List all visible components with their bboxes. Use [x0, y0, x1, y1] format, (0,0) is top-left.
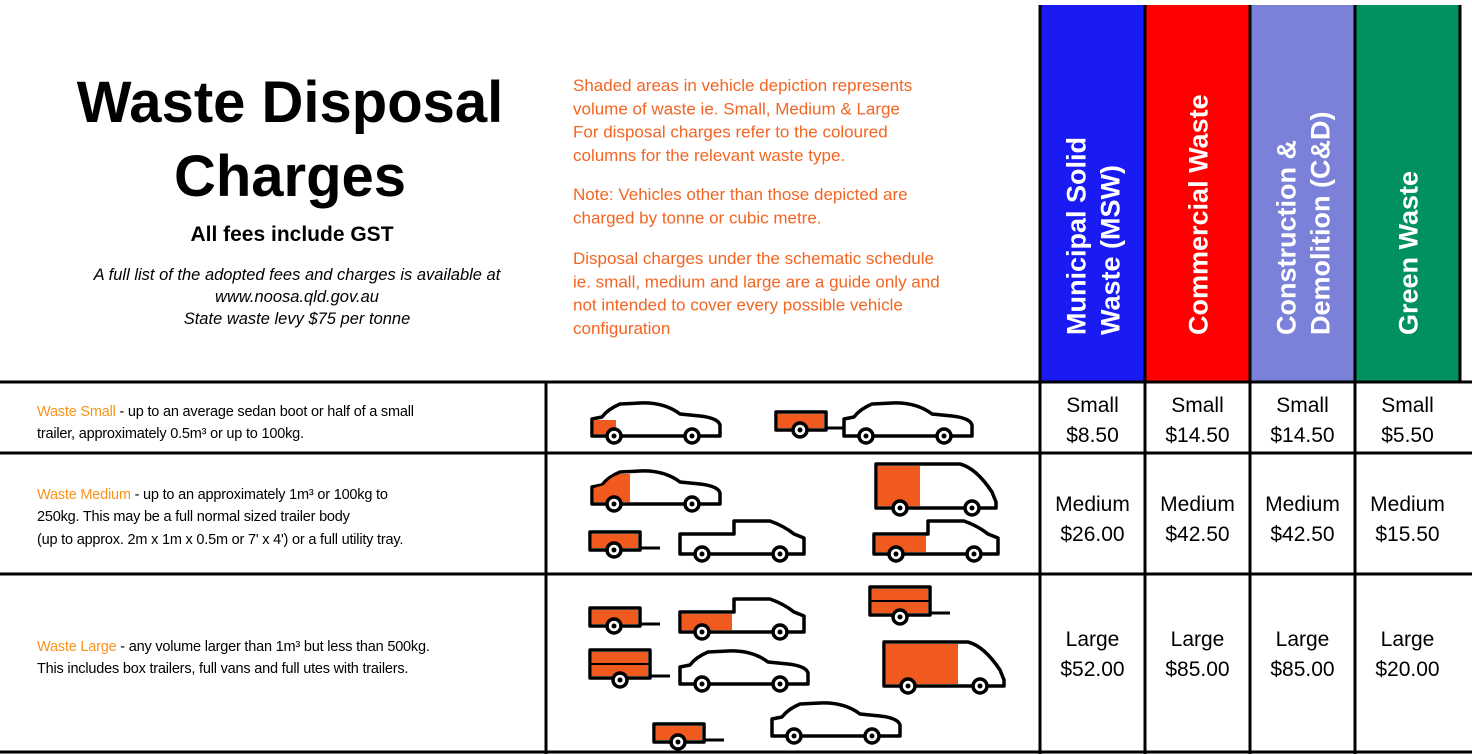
- description-text: - any volume larger than 1m³ but less th…: [116, 639, 429, 655]
- charge-size: Large: [1276, 628, 1330, 651]
- charge-price: $85.00: [1270, 658, 1334, 681]
- description-text: (up to approx. 2m x 1m x 0.5m or 7' x 4'…: [37, 532, 403, 548]
- charge-size: Medium: [1160, 493, 1235, 516]
- row-description: Waste Medium - up to an approximately 1m…: [37, 487, 388, 503]
- charge-price: $52.00: [1060, 658, 1124, 681]
- charge-price: $20.00: [1375, 658, 1439, 681]
- charge-size: Small: [1276, 394, 1329, 417]
- icon-ute: [680, 521, 804, 561]
- icon-van: [884, 642, 1004, 693]
- icon-trailer: [870, 587, 950, 624]
- description-text: This includes box trailers, full vans an…: [37, 661, 408, 677]
- row-description: Waste Small - up to an average sedan boo…: [37, 404, 414, 420]
- icon-van: [876, 464, 996, 515]
- icon-trailer: [776, 412, 846, 437]
- column-header: Green Waste: [1394, 171, 1424, 335]
- description-text: trailer, approximately 0.5m³ or up to 10…: [37, 426, 304, 442]
- note-line: charged by tonne or cubic metre.: [573, 208, 822, 227]
- column-name: Commercial Waste: [1184, 94, 1214, 335]
- icon-car: [680, 651, 808, 691]
- icon-car: [844, 403, 972, 443]
- charge-size: Small: [1066, 394, 1119, 417]
- title: Charges: [174, 144, 406, 209]
- charge-price: $5.50: [1381, 424, 1434, 447]
- charge-size: Small: [1381, 394, 1434, 417]
- icon-trailer: [590, 650, 670, 687]
- icon-trailer: [590, 532, 660, 557]
- row-description: Waste Large - any volume larger than 1m³…: [37, 639, 430, 655]
- charge-size: Large: [1066, 628, 1120, 651]
- note-line: For disposal charges refer to the colour…: [573, 123, 888, 142]
- charge-price: $8.50: [1066, 424, 1119, 447]
- charge-price: $85.00: [1165, 658, 1229, 681]
- column-name: Municipal Solid: [1062, 137, 1092, 335]
- charge-price: $42.50: [1165, 523, 1229, 546]
- row-description: This includes box trailers, full vans an…: [37, 661, 408, 677]
- info-line: State waste levy $75 per tonne: [184, 310, 411, 328]
- icon-car: [592, 471, 720, 511]
- icon-trailer: [654, 724, 724, 749]
- charge-size: Large: [1381, 628, 1435, 651]
- charge-size: Large: [1171, 628, 1225, 651]
- note-line: not intended to cover every possible veh…: [573, 296, 903, 315]
- charge-size: Medium: [1265, 493, 1340, 516]
- icon-car: [592, 403, 720, 443]
- description-text: 250kg. This may be a full normal sized t…: [37, 509, 351, 525]
- row-label: Waste Large: [37, 639, 117, 655]
- description-text: - up to an approximately 1m³ or 100kg to: [131, 487, 388, 503]
- charge-price: $15.50: [1375, 523, 1439, 546]
- row-label: Waste Medium: [37, 487, 131, 503]
- charge-size: Medium: [1370, 493, 1445, 516]
- row-description: 250kg. This may be a full normal sized t…: [37, 509, 351, 525]
- row-description: trailer, approximately 0.5m³ or up to 10…: [37, 426, 304, 442]
- title: Waste Disposal: [77, 70, 504, 135]
- icon-ute: [874, 521, 998, 561]
- note-line: columns for the relevant waste type.: [573, 146, 845, 165]
- charge-size: Small: [1171, 394, 1224, 417]
- charge-price: $42.50: [1270, 523, 1334, 546]
- column-name: Demolition (C&D): [1306, 112, 1336, 335]
- row-label: Waste Small: [37, 404, 116, 420]
- charge-price: $14.50: [1270, 424, 1334, 447]
- icon-ute: [680, 599, 804, 639]
- note-line: Disposal charges under the schematic sch…: [573, 249, 934, 268]
- column-name: Construction &: [1272, 140, 1302, 335]
- charge-price: $26.00: [1060, 523, 1124, 546]
- note-line: Note: Vehicles other than those depicted…: [573, 185, 908, 204]
- icon-car: [772, 703, 900, 743]
- column-header-bg: [1250, 5, 1355, 382]
- page: Municipal SolidWaste (MSW) Commercial Was…: [0, 0, 1472, 754]
- row-description: (up to approx. 2m x 1m x 0.5m or 7' x 4'…: [37, 532, 403, 548]
- note-line: Shaded areas in vehicle depiction repres…: [573, 76, 912, 95]
- vehicle-icons: [590, 403, 1004, 749]
- charge-size: Medium: [1055, 493, 1130, 516]
- column-name: Green Waste: [1394, 171, 1424, 335]
- subtitle: All fees include GST: [190, 223, 393, 246]
- note-line: volume of waste ie. Small, Medium & Larg…: [573, 99, 900, 118]
- column-name: Waste (MSW): [1096, 165, 1126, 335]
- column-header-bg: [1040, 5, 1145, 382]
- note-line: ie. small, medium and large are a guide …: [573, 272, 940, 291]
- icon-trailer: [590, 608, 660, 633]
- info-line: www.noosa.qld.gov.au: [215, 288, 379, 306]
- note-line: configuration: [573, 319, 670, 338]
- column-header: Commercial Waste: [1184, 94, 1214, 335]
- description-text: - up to an average sedan boot or half of…: [116, 404, 414, 420]
- charge-price: $14.50: [1165, 424, 1229, 447]
- info-line: A full list of the adopted fees and char…: [93, 266, 502, 284]
